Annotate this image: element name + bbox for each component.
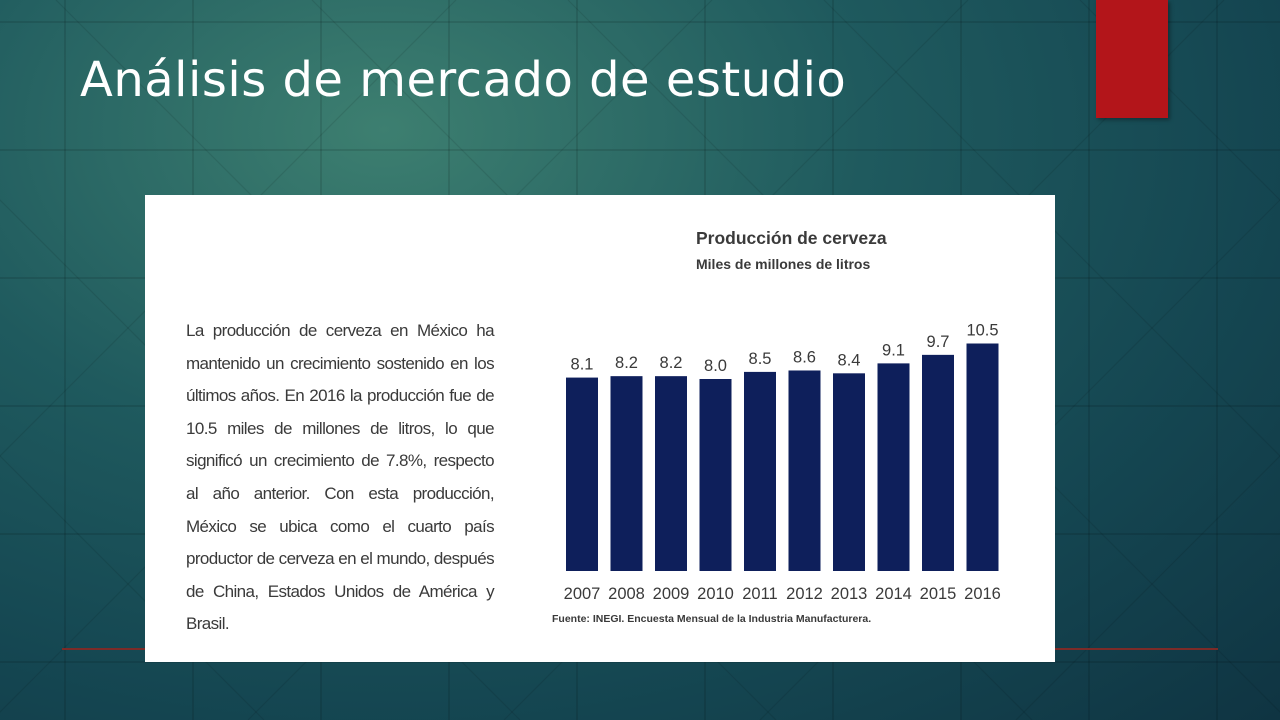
accent-tab [1096, 0, 1168, 118]
bar-2011 [744, 371, 776, 571]
x-tick-label-2013: 2013 [831, 585, 868, 603]
bar-2008 [610, 376, 643, 571]
description-text: La producción de cerveza en México ha ma… [186, 321, 495, 634]
x-tick-label-2015: 2015 [920, 585, 957, 603]
bar-2009 [655, 376, 687, 571]
data-label-2012: 8.6 [793, 348, 816, 366]
data-label-2011: 8.5 [749, 350, 772, 368]
bars-group: 8.1 2007 8.2 2008 8.2 2009 8.0 2010 8.5 2011 8.6 20… [564, 322, 1001, 604]
bar-2016 [966, 343, 999, 571]
source-note: Fuente: INEGI. Encuesta Mensual de la In… [552, 613, 871, 625]
data-label-2016: 10.5 [966, 322, 998, 340]
x-tick-label-2009: 2009 [653, 585, 690, 603]
bar-chart: Producción de cerveza Miles de millones … [552, 228, 1001, 625]
x-tick-label-2010: 2010 [697, 585, 734, 603]
data-label-2015: 9.7 [927, 333, 950, 351]
bar-2007 [566, 377, 598, 571]
bar-2010 [699, 379, 732, 571]
x-tick-label-2011: 2011 [742, 585, 777, 603]
x-tick-label-2016: 2016 [964, 585, 1001, 603]
chart-subtitle: Miles de millones de litros [696, 256, 870, 272]
chart-title: Producción de cerveza [696, 228, 887, 248]
slide-title: Análisis de mercado de estudio [80, 52, 847, 108]
x-tick-label-2014: 2014 [875, 585, 912, 603]
bar-2014 [877, 363, 910, 571]
data-label-2009: 8.2 [660, 354, 683, 372]
data-label-2014: 9.1 [882, 341, 905, 359]
data-label-2007: 8.1 [571, 356, 594, 374]
data-label-2013: 8.4 [838, 351, 861, 369]
bar-2012 [788, 370, 821, 571]
x-tick-label-2012: 2012 [786, 585, 823, 603]
bar-2015 [922, 354, 954, 571]
bar-2013 [833, 373, 865, 571]
data-label-2008: 8.2 [615, 354, 638, 372]
content-panel: La producción de cerveza en México ha ma… [145, 195, 1055, 662]
x-tick-label-2007: 2007 [564, 585, 601, 603]
data-label-2010: 8.0 [704, 357, 727, 375]
x-tick-label-2008: 2008 [608, 585, 645, 603]
